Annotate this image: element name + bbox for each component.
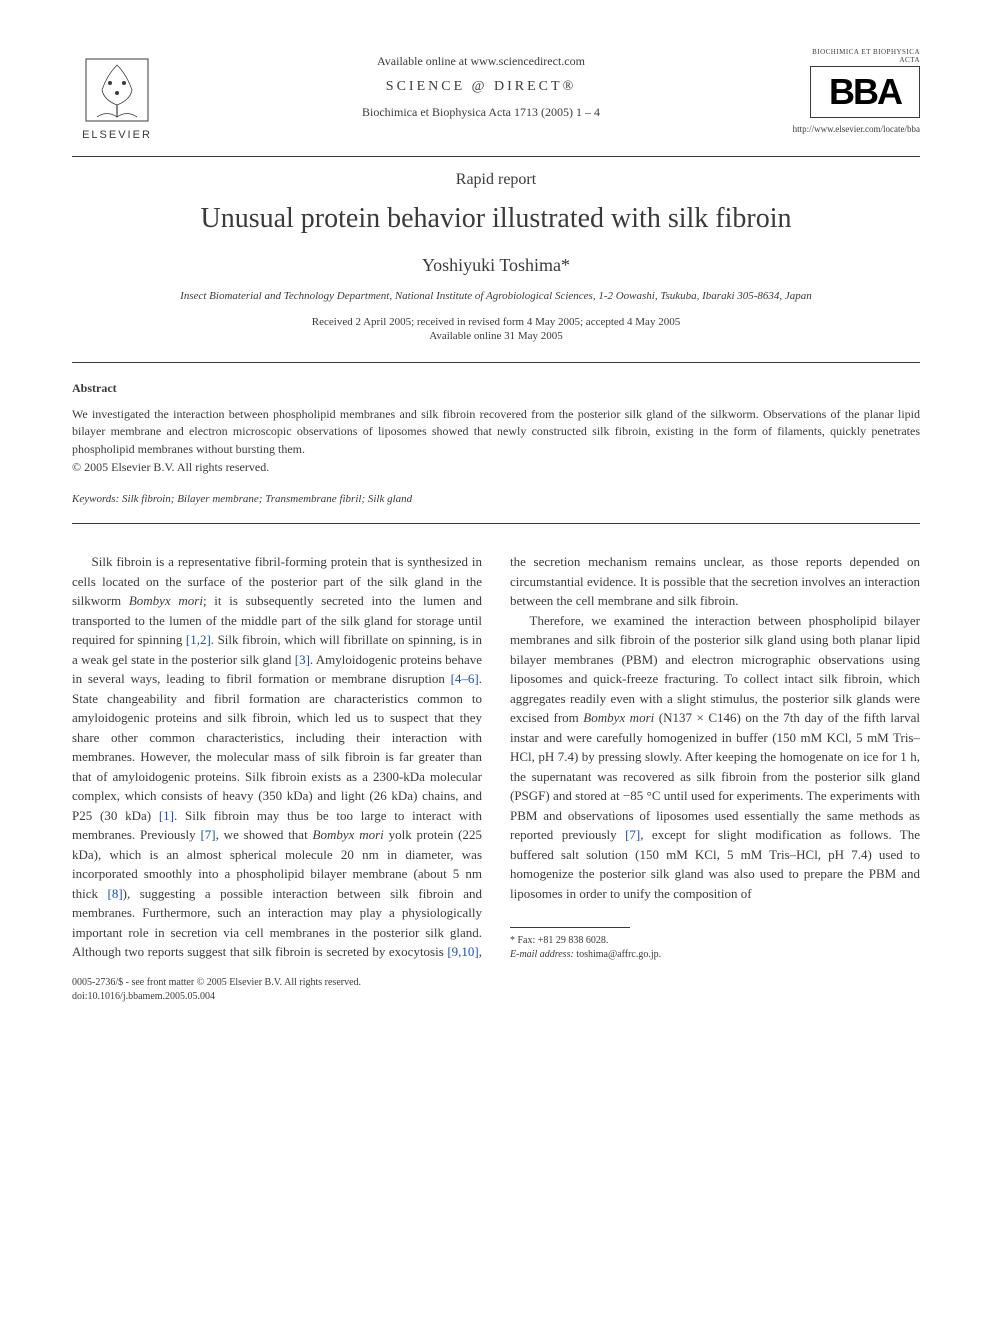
citation-link[interactable]: [1] — [159, 808, 174, 823]
header-rule — [72, 156, 920, 157]
header-row: ELSEVIER Available online at www.science… — [72, 48, 920, 148]
citation-link[interactable]: [7] — [625, 827, 640, 842]
bba-logo-block: BIOCHIMICA ET BIOPHYSICA ACTA BBA http:/… — [800, 48, 920, 134]
bba-letters: BBA — [829, 71, 901, 113]
article-title: Unusual protein behavior illustrated wit… — [72, 203, 920, 235]
keywords-label: Keywords: — [72, 493, 119, 505]
corresponding-fax: * Fax: +81 29 838 6028. — [510, 934, 920, 948]
abstract-rule-top — [72, 362, 920, 363]
citation-link[interactable]: [7] — [200, 827, 215, 842]
doi-line: doi:10.1016/j.bbamem.2005.05.004 — [72, 990, 920, 1004]
abstract-rule-bottom — [72, 523, 920, 524]
author-name: Yoshiyuki Toshima* — [72, 255, 920, 276]
citation-link[interactable]: [9,10] — [447, 944, 478, 959]
corresponding-email-line: E-mail address: toshima@affrc.go.jp. — [510, 948, 920, 962]
article-dates: Received 2 April 2005; received in revis… — [72, 316, 920, 328]
journal-reference: Biochimica et Biophysica Acta 1713 (2005… — [162, 105, 800, 120]
body-para-2: Therefore, we examined the interaction b… — [510, 611, 920, 904]
citation-link[interactable]: [1,2] — [186, 632, 211, 647]
bba-fullname: BIOCHIMICA ET BIOPHYSICA ACTA — [800, 48, 920, 64]
abstract-heading: Abstract — [72, 381, 920, 396]
abstract-text: We investigated the interaction between … — [72, 407, 920, 456]
body-columns: Silk fibroin is a representative fibril-… — [72, 552, 920, 962]
footnote-rule — [510, 927, 630, 928]
email-address: toshima@affrc.go.jp. — [576, 949, 661, 960]
elsevier-wordmark: ELSEVIER — [82, 129, 152, 141]
elsevier-logo: ELSEVIER — [72, 48, 162, 148]
citation-link[interactable]: [3] — [295, 652, 310, 667]
keywords-line: Keywords: Silk fibroin; Bilayer membrane… — [72, 493, 920, 505]
abstract-copyright: © 2005 Elsevier B.V. All rights reserved… — [72, 460, 920, 475]
keywords-list: Silk fibroin; Bilayer membrane; Transmem… — [122, 493, 412, 505]
abstract-body: We investigated the interaction between … — [72, 406, 920, 458]
sciencedirect-logo: SCIENCE @ DIRECT® — [162, 79, 800, 95]
available-online-date: Available online 31 May 2005 — [72, 330, 920, 342]
citation-link[interactable]: [4–6] — [451, 671, 479, 686]
available-online-text: Available online at www.sciencedirect.co… — [162, 54, 800, 69]
header-center: Available online at www.sciencedirect.co… — [162, 48, 800, 120]
citation-link[interactable]: [8] — [108, 886, 123, 901]
article-type-label: Rapid report — [72, 171, 920, 189]
elsevier-tree-icon — [82, 55, 152, 125]
doi-block: 0005-2736/$ - see front matter © 2005 El… — [72, 976, 920, 1004]
species-name: Bombyx mori — [313, 827, 384, 842]
species-name: Bombyx mori — [129, 593, 203, 608]
front-matter-line: 0005-2736/$ - see front matter © 2005 El… — [72, 976, 920, 990]
species-name: Bombyx mori — [583, 710, 654, 725]
email-label: E-mail address: — [510, 949, 574, 960]
author-affiliation: Insect Biomaterial and Technology Depart… — [72, 290, 920, 302]
bba-box: BBA — [810, 66, 920, 118]
locate-url: http://www.elsevier.com/locate/bba — [793, 124, 920, 134]
abstract-block: Abstract We investigated the interaction… — [72, 381, 920, 475]
